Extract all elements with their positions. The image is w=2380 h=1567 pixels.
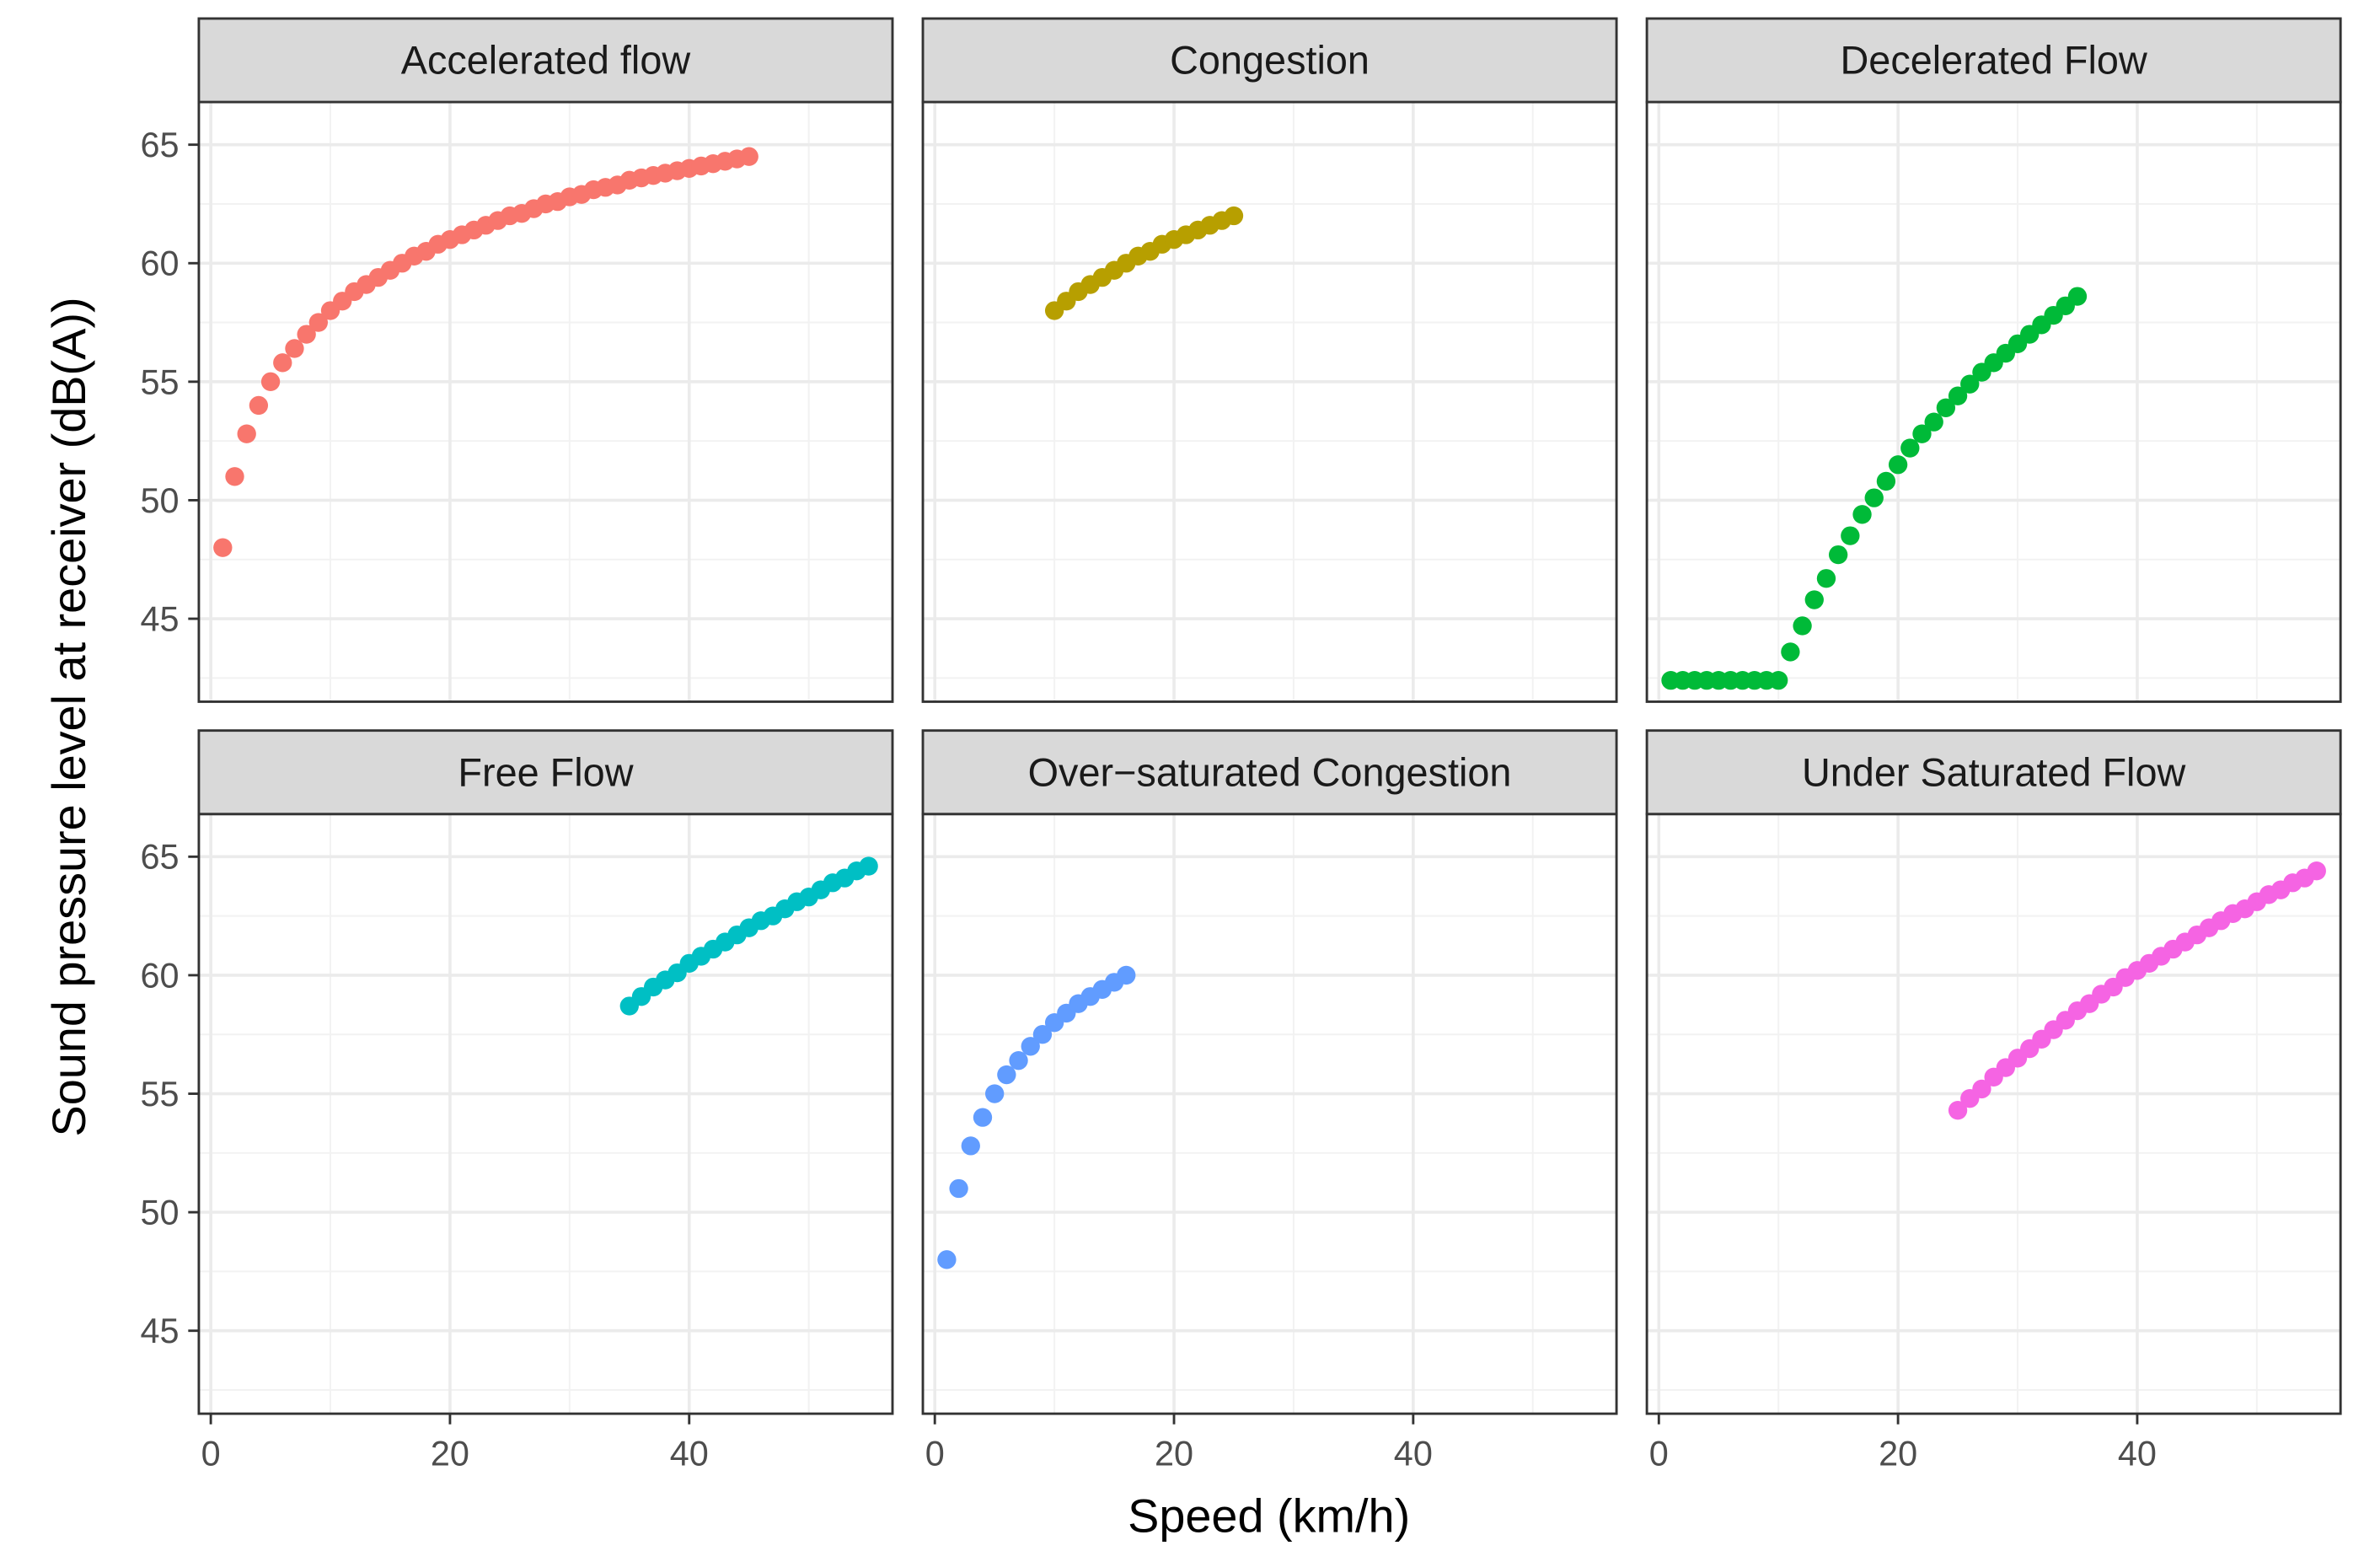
- data-point: [1021, 1037, 1040, 1056]
- data-point: [2307, 861, 2326, 881]
- data-point: [249, 395, 269, 416]
- data-point: [949, 1178, 968, 1199]
- data-point: [213, 538, 233, 557]
- data-point: [1117, 965, 1136, 985]
- data-point: [961, 1136, 980, 1156]
- y-axis-title: Sound pressure level at receiver (dB(A)): [42, 297, 95, 1136]
- data-point: [1793, 616, 1812, 636]
- y-tick-label: 65: [140, 838, 179, 877]
- x-tick-label: 20: [1155, 1434, 1193, 1473]
- facet-strip: [197, 17, 894, 104]
- data-point: [1948, 1101, 1968, 1120]
- data-point: [1876, 471, 1896, 491]
- data-point: [1972, 1079, 1991, 1099]
- data-point: [984, 1084, 1005, 1103]
- x-tick-label: 40: [670, 1434, 709, 1473]
- facet-strip: [197, 729, 894, 816]
- data-point: [1888, 455, 1908, 475]
- y-tick-label: 50: [140, 481, 179, 520]
- data-point: [1936, 398, 1956, 417]
- x-axis-title: Speed (km/h): [1128, 1489, 1410, 1543]
- data-point: [1912, 424, 1932, 443]
- x-tick-label: 40: [1394, 1434, 1433, 1473]
- data-point: [1948, 386, 1968, 405]
- data-point: [1960, 374, 1980, 394]
- data-point: [273, 353, 292, 373]
- data-point: [1828, 545, 1848, 565]
- data-point: [937, 1250, 957, 1269]
- facet-strip-label: Under Saturated Flow: [1802, 750, 2186, 794]
- x-tick-label: 0: [201, 1434, 221, 1473]
- data-point: [2067, 287, 2088, 306]
- data-point: [1781, 642, 1800, 662]
- facet-strip-label: Over−saturated Congestion: [1028, 750, 1512, 794]
- facet-strip-label: Congestion: [1170, 39, 1370, 83]
- data-point: [285, 339, 304, 358]
- data-point: [1224, 206, 1244, 226]
- x-tick-label: 0: [925, 1434, 945, 1473]
- facet-panel: Under Saturated Flow 0 20 40: [1645, 729, 2342, 1473]
- panel-background: [923, 813, 1617, 1414]
- facet-panel: Free Flow 45 50 55 60 65 0 20 40: [140, 729, 894, 1473]
- data-point: [859, 856, 878, 876]
- data-point: [1009, 1050, 1028, 1071]
- x-tick-label: 20: [431, 1434, 469, 1473]
- y-tick-label: 50: [140, 1194, 179, 1232]
- data-point: [1816, 569, 1836, 588]
- data-point: [1852, 505, 1872, 524]
- data-point: [260, 372, 281, 392]
- panel-background: [1647, 102, 2341, 702]
- data-point: [297, 325, 316, 344]
- data-point: [973, 1108, 993, 1127]
- data-point: [1864, 488, 1884, 507]
- x-tick-label: 0: [1649, 1434, 1669, 1473]
- panel-background: [198, 102, 893, 702]
- data-point: [1924, 412, 1943, 432]
- data-point: [1032, 1025, 1053, 1044]
- facet-strip-label: Free Flow: [458, 750, 633, 794]
- facet-panel: Over−saturated Congestion 0 20 40: [921, 729, 1618, 1473]
- x-tick-label: 40: [2118, 1434, 2157, 1473]
- data-point: [1900, 438, 1920, 458]
- panel-background: [1647, 813, 2341, 1414]
- panel-background: [923, 102, 1617, 702]
- y-tick-label: 45: [140, 599, 179, 638]
- facet-panel: Congestion: [921, 17, 1618, 703]
- data-point: [308, 313, 329, 332]
- facet-panel: Accelerated flow 45 50 55 60 65: [140, 17, 894, 703]
- y-tick-label: 65: [140, 126, 179, 164]
- y-tick-label: 60: [140, 244, 179, 283]
- facet-strip: [1645, 17, 2342, 104]
- data-point: [1769, 670, 1788, 690]
- facet-strip: [921, 729, 1618, 816]
- facet-strip-label: Decelerated Flow: [1841, 39, 2147, 83]
- facet-strip: [921, 17, 1618, 104]
- y-tick-label: 60: [140, 956, 179, 995]
- x-tick-label: 20: [1879, 1434, 1917, 1473]
- y-tick-label: 45: [140, 1312, 179, 1350]
- data-point: [225, 467, 244, 486]
- y-tick-label: 55: [140, 362, 179, 401]
- data-point: [739, 147, 758, 166]
- facet-strip-label: Accelerated flow: [401, 39, 691, 83]
- y-tick-label: 55: [140, 1075, 179, 1114]
- data-point: [997, 1065, 1016, 1085]
- data-point: [1841, 526, 1860, 545]
- facet-strip: [1645, 729, 2342, 816]
- data-point: [1804, 590, 1824, 609]
- facet-panel: Decelerated Flow: [1645, 17, 2342, 703]
- data-point: [237, 424, 256, 443]
